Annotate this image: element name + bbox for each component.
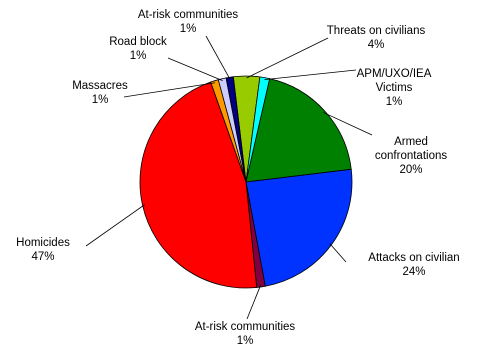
slice-label-5: At-risk communities 1% <box>195 321 296 347</box>
pie-slices <box>139 75 353 289</box>
leader-line-8 <box>167 57 223 82</box>
slice-label-1: Threats on civilians 4% <box>327 25 426 51</box>
slice-label-9: At-risk communities 1% <box>138 9 239 35</box>
leader-line-6 <box>85 204 145 247</box>
slice-label-8: Road block 1% <box>109 36 167 62</box>
slice-label-7: Massacres 1% <box>72 80 128 106</box>
leader-lines <box>85 35 373 320</box>
pie-slice-9 <box>225 76 247 183</box>
pie-slice-6 <box>139 81 258 289</box>
pie-slice-4 <box>245 168 353 287</box>
pie-slice-3 <box>245 78 352 183</box>
leader-line-9 <box>205 35 231 80</box>
leader-line-3 <box>323 112 373 136</box>
slice-label-3: Armed confrontations 20% <box>375 136 447 176</box>
slice-label-4: Attacks on civilian 24% <box>368 252 459 278</box>
leader-line-4 <box>329 243 347 263</box>
leader-line-2 <box>264 69 357 81</box>
leader-line-7 <box>123 82 216 98</box>
slice-label-6: Homicides 47% <box>16 237 70 263</box>
leader-line-1 <box>246 37 329 79</box>
leader-line-5 <box>246 284 262 320</box>
slice-labels: Threats on civilians 4% APM/UXO/IEA Victims… <box>16 9 460 347</box>
slice-label-2: APM/UXO/IEA Victims 1% <box>357 68 432 108</box>
